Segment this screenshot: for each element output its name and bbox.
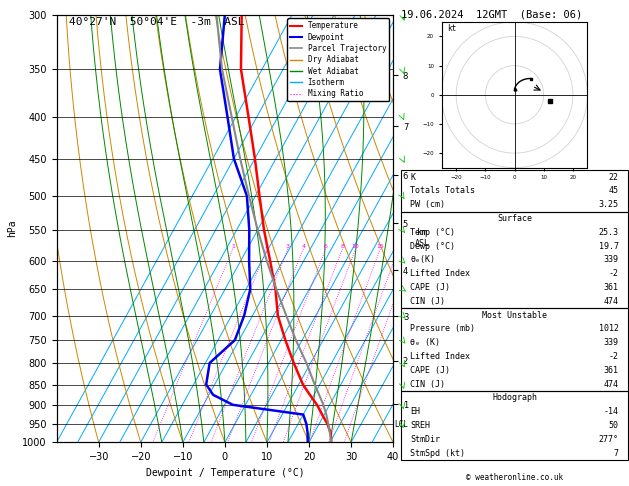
Text: 1012: 1012: [599, 324, 619, 333]
Text: 25.3: 25.3: [599, 228, 619, 237]
Text: 1: 1: [231, 244, 235, 249]
Legend: Temperature, Dewpoint, Parcel Trajectory, Dry Adiabat, Wet Adiabat, Isotherm, Mi: Temperature, Dewpoint, Parcel Trajectory…: [287, 18, 389, 101]
X-axis label: Dewpoint / Temperature (°C): Dewpoint / Temperature (°C): [145, 468, 304, 478]
Text: Surface: Surface: [497, 214, 532, 223]
Text: θₑ (K): θₑ (K): [410, 338, 440, 347]
Text: 277°: 277°: [599, 435, 619, 444]
Text: LCL: LCL: [394, 420, 408, 429]
Text: © weatheronline.co.uk: © weatheronline.co.uk: [466, 473, 563, 482]
Text: 474: 474: [604, 380, 619, 389]
Text: 3: 3: [286, 244, 290, 249]
Text: 339: 339: [604, 338, 619, 347]
Text: Dewp (°C): Dewp (°C): [410, 242, 455, 251]
Text: 474: 474: [604, 297, 619, 306]
Text: 22: 22: [609, 173, 619, 181]
Text: 2: 2: [265, 244, 269, 249]
Text: Temp (°C): Temp (°C): [410, 228, 455, 237]
Text: 361: 361: [604, 283, 619, 292]
Text: 50: 50: [609, 421, 619, 430]
Text: CIN (J): CIN (J): [410, 297, 445, 306]
Text: 20: 20: [393, 247, 401, 252]
Y-axis label: hPa: hPa: [7, 220, 17, 237]
Text: 7: 7: [614, 449, 619, 458]
Text: CAPE (J): CAPE (J): [410, 283, 450, 292]
Text: 10: 10: [352, 244, 359, 249]
Text: StmSpd (kt): StmSpd (kt): [410, 449, 465, 458]
Text: CAPE (J): CAPE (J): [410, 366, 450, 375]
Text: 361: 361: [604, 366, 619, 375]
Text: CIN (J): CIN (J): [410, 380, 445, 389]
Text: -14: -14: [604, 407, 619, 416]
Text: -2: -2: [609, 352, 619, 361]
Text: 3.25: 3.25: [599, 200, 619, 209]
Text: Most Unstable: Most Unstable: [482, 311, 547, 320]
Text: SREH: SREH: [410, 421, 430, 430]
Text: 6: 6: [324, 244, 328, 249]
Text: EH: EH: [410, 407, 420, 416]
Text: 45: 45: [609, 186, 619, 195]
Text: 40°27'N  50°04'E  -3m  ASL: 40°27'N 50°04'E -3m ASL: [69, 17, 245, 27]
Text: Hodograph: Hodograph: [492, 393, 537, 402]
Text: 8: 8: [340, 244, 344, 249]
Text: Lifted Index: Lifted Index: [410, 352, 470, 361]
Text: 19.06.2024  12GMT  (Base: 06): 19.06.2024 12GMT (Base: 06): [401, 10, 582, 20]
Y-axis label: km
ASL: km ASL: [415, 228, 430, 248]
Text: StmDir: StmDir: [410, 435, 440, 444]
Text: kt: kt: [447, 24, 457, 33]
Text: Lifted Index: Lifted Index: [410, 269, 470, 278]
Text: Pressure (mb): Pressure (mb): [410, 324, 476, 333]
Text: 339: 339: [604, 255, 619, 264]
Text: K: K: [410, 173, 415, 181]
Text: PW (cm): PW (cm): [410, 200, 445, 209]
Text: -2: -2: [609, 269, 619, 278]
Text: 4: 4: [301, 244, 305, 249]
Text: 25: 25: [393, 287, 401, 292]
Text: 15: 15: [376, 244, 384, 249]
Text: Totals Totals: Totals Totals: [410, 186, 476, 195]
Text: 19.7: 19.7: [599, 242, 619, 251]
Text: θₑ(K): θₑ(K): [410, 255, 435, 264]
